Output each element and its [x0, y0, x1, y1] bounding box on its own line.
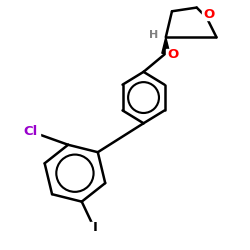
Bar — [202, 10, 215, 20]
Bar — [147, 30, 160, 40]
Bar — [21, 126, 40, 138]
Polygon shape — [162, 37, 170, 53]
Text: O: O — [203, 8, 214, 22]
Bar — [166, 49, 179, 60]
Text: O: O — [167, 48, 178, 61]
Text: Cl: Cl — [24, 126, 38, 138]
Text: I: I — [92, 221, 97, 234]
Bar — [90, 222, 100, 233]
Text: H: H — [149, 30, 158, 40]
